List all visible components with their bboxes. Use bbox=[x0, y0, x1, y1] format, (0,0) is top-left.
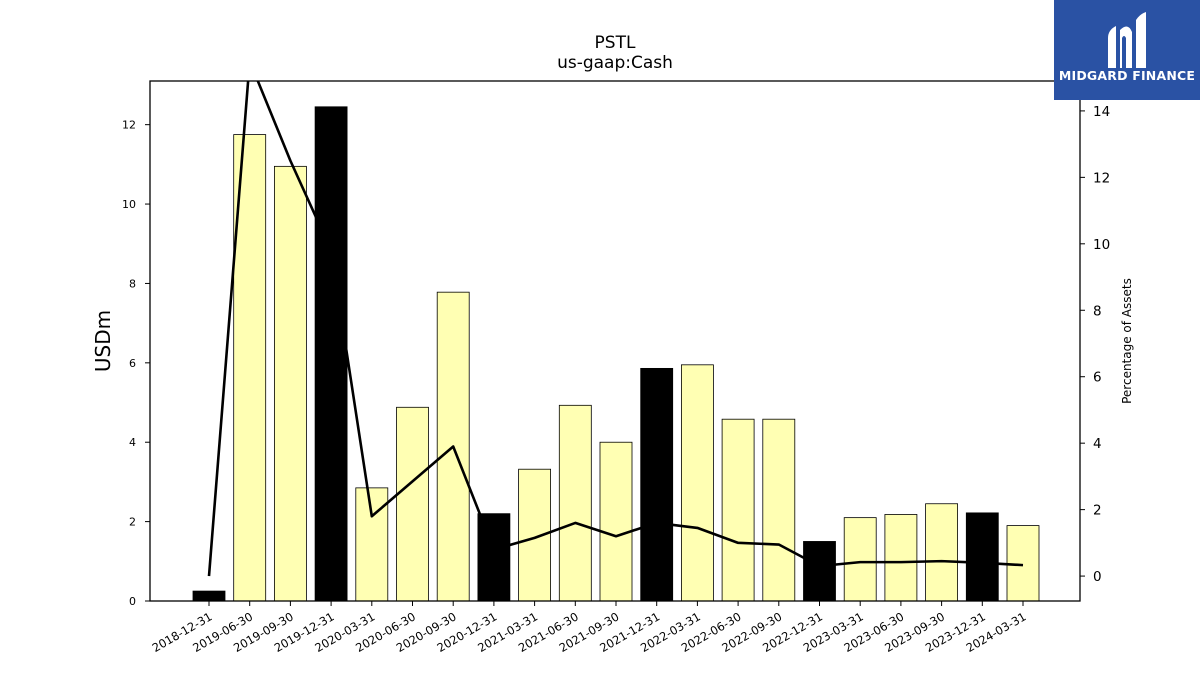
left-tick-label-2: 2 bbox=[129, 516, 136, 529]
left-tick-label-0: 0 bbox=[129, 595, 136, 608]
midgard-logo-icon bbox=[1108, 12, 1146, 69]
bar-2023-09-30 bbox=[925, 503, 958, 602]
bar-2019-09-30 bbox=[273, 165, 307, 602]
right-tick-label-4: 4 bbox=[1093, 436, 1102, 452]
percentage-line bbox=[207, 81, 1024, 577]
bar-2018-12-31 bbox=[192, 590, 226, 602]
bar-2022-09-30 bbox=[762, 418, 796, 602]
logo-text: MIDGARD FINANCE bbox=[1058, 68, 1196, 83]
chart-subtitle: us-gaap:Cash bbox=[557, 53, 673, 73]
right-tick-label-8: 8 bbox=[1093, 303, 1102, 319]
bar-2022-12-31 bbox=[803, 541, 836, 602]
right-tick-label-14: 14 bbox=[1093, 104, 1110, 120]
bar-2022-06-30 bbox=[721, 418, 755, 602]
right-tick-label-10: 10 bbox=[1093, 237, 1110, 253]
left-tick-label-8: 8 bbox=[129, 277, 136, 290]
midgard-finance-logo: MIDGARD FINANCE bbox=[1054, 0, 1200, 100]
right-tick-label-6: 6 bbox=[1093, 370, 1102, 386]
right-tick-label-0: 0 bbox=[1093, 569, 1102, 585]
plot-frame bbox=[149, 80, 1081, 602]
bar-2020-12-31 bbox=[477, 513, 511, 602]
bar-2020-03-31 bbox=[355, 487, 389, 602]
chart-title: PSTL bbox=[594, 33, 636, 53]
right-tick-label-12: 12 bbox=[1093, 170, 1110, 186]
bar-2023-06-30 bbox=[884, 514, 918, 602]
bar-2023-12-31 bbox=[965, 512, 999, 602]
y2-axis-label: Percentage of Assets bbox=[1120, 278, 1134, 404]
bar-2023-03-31 bbox=[843, 517, 877, 602]
bar-2021-12-31 bbox=[640, 367, 674, 602]
bar-2020-06-30 bbox=[396, 406, 429, 602]
bar-2021-06-30 bbox=[558, 404, 592, 602]
left-tick-label-6: 6 bbox=[129, 357, 136, 370]
bar-2022-03-31 bbox=[681, 364, 714, 602]
left-tick-label-10: 10 bbox=[122, 198, 136, 211]
y-axis-label: USDm bbox=[91, 310, 115, 372]
bar-2019-12-31 bbox=[314, 106, 348, 602]
bar-2021-09-30 bbox=[599, 441, 633, 602]
right-tick-label-2: 2 bbox=[1093, 503, 1102, 519]
left-tick-label-4: 4 bbox=[129, 436, 136, 449]
left-tick-label-12: 12 bbox=[122, 119, 136, 132]
